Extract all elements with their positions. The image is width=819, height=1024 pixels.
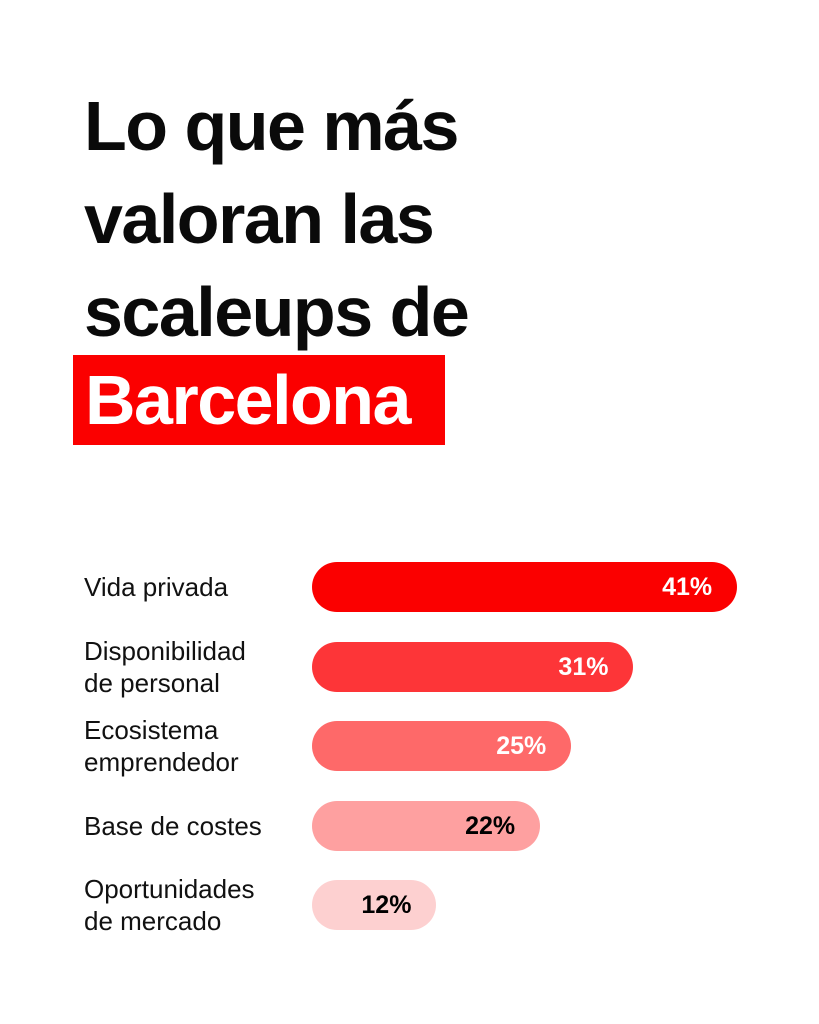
category-label-line: de mercado [84,906,222,936]
value-label: 22% [465,812,516,840]
bar: 41% [312,562,738,612]
category-label: Base de costes [84,810,262,842]
bar-row: Vida privada 41% [0,557,819,617]
bar-row: Disponibilidad de personal 31% [0,635,819,699]
bar: 22% [312,801,541,851]
title-highlight: Barcelona [73,355,445,445]
bar: 31% [312,642,634,692]
value-label: 31% [558,653,609,681]
value-label: 25% [496,732,547,760]
bar: 12% [312,880,437,930]
category-label-line: Base de costes [84,811,262,841]
value-label: 12% [361,891,412,919]
category-label-line: Vida privada [84,572,229,602]
bar-row: Oportunidades de mercado 12% [0,873,819,937]
title-line: Lo que más [84,87,459,165]
category-label: Disponibilidad de personal [84,635,246,699]
category-label: Ecosistema emprendedor [84,714,239,778]
category-label-line: Oportunidades [84,874,255,904]
category-label-line: de personal [84,668,220,698]
category-label-line: emprendedor [84,747,239,777]
bar-row: Ecosistema emprendedor 25% [0,714,819,778]
chart-title: Lo que más valoran las scaleups de [84,80,470,359]
category-label: Vida privada [84,571,228,603]
bar-row: Base de costes 22% [0,796,819,856]
value-label: 41% [662,573,713,601]
category-label: Oportunidades de mercado [84,873,255,937]
title-line: scaleups de [84,273,470,351]
category-label-line: Disponibilidad [84,636,246,666]
bar: 25% [312,721,572,771]
title-line: valoran las [84,180,435,258]
category-label-line: Ecosistema [84,715,219,745]
